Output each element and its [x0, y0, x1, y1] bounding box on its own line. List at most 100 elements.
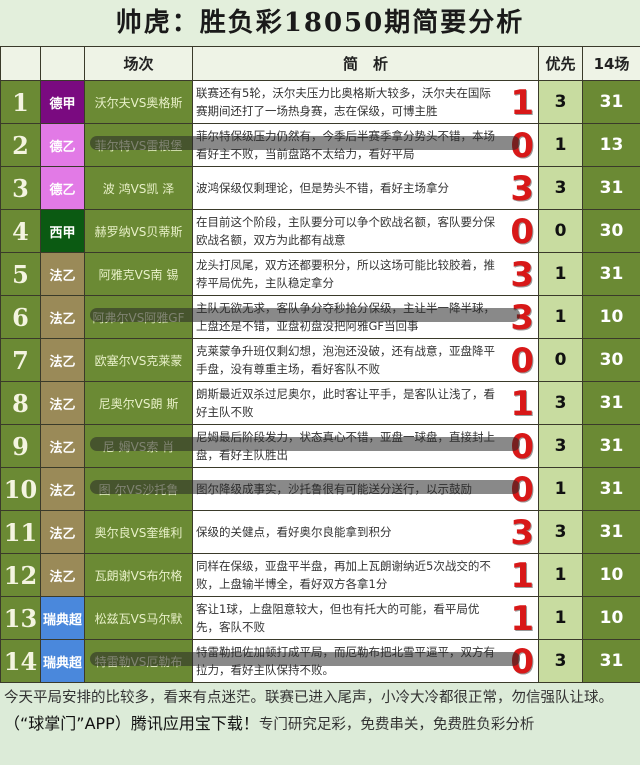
league-badge: 法乙: [40, 553, 85, 597]
match-number: 14: [0, 639, 41, 683]
pick-result: 1: [510, 556, 534, 596]
header-total: 14场: [582, 46, 640, 81]
analysis-cell: 克莱蒙争升班仅剩幻想，泡泡还没破，还有战意，亚盘降平手盘，没有尊重主场，看好客队…: [192, 338, 539, 382]
pick-result: 0: [510, 212, 534, 252]
analysis-text: 客让1球，上盘阻意较大，但也有托大的可能，看平局优先，客队不败: [196, 602, 480, 634]
match-name: 波 鸿VS凯 泽: [84, 166, 193, 210]
analysis-cell: 客让1球，上盘阻意较大，但也有托大的可能，看平局优先，客队不败 1: [192, 596, 539, 640]
priority-value: 1: [538, 553, 583, 597]
table-row: 6 法乙 阿弗尔VS阿雅GF 主队无欲无求，客队争分夺秒抢分保级，主让半一降半球…: [0, 295, 640, 339]
priority-value: 3: [538, 424, 583, 468]
pick-result: 1: [510, 384, 534, 424]
league-badge: 法乙: [40, 295, 85, 339]
match-name: 阿弗尔VS阿雅GF: [84, 295, 193, 339]
priority-value: 0: [538, 209, 583, 253]
analysis-text: 保级的关健点，看好奥尔良能拿到积分: [196, 525, 392, 539]
analysis-cell: 特雷勒把佐加顿打成平局，而厄勒布把北雪平逼平，双方有拉力，看好主队保持不败。 0: [192, 639, 539, 683]
count-value: 31: [582, 381, 640, 425]
priority-value: 3: [538, 381, 583, 425]
match-name: 菲尔特VS雷根堡: [84, 123, 193, 167]
league-badge: 法乙: [40, 252, 85, 296]
match-name: 图 尔VS沙托鲁: [84, 467, 193, 511]
priority-value: 0: [538, 338, 583, 382]
header-num: [0, 46, 41, 81]
match-name: 沃尔夫VS奥格斯: [84, 80, 193, 124]
analysis-cell: 主队无欲无求，客队争分夺秒抢分保级，主让半一降半球，上盘还是不错，亚盘初盘没把阿…: [192, 295, 539, 339]
table-row: 5 法乙 阿雅克VS南 锡 龙头打凤尾，双方还都要积分，所以这场可能比较胶着，推…: [0, 252, 640, 296]
pick-result: 3: [510, 255, 534, 295]
count-value: 10: [582, 295, 640, 339]
league-badge: 法乙: [40, 381, 85, 425]
match-number: 5: [0, 252, 41, 296]
table-row: 7 法乙 欧塞尔VS克莱蒙 克莱蒙争升班仅剩幻想，泡泡还没破，还有战意，亚盘降平…: [0, 338, 640, 382]
footer-text-3: 专门研究足彩，免费串关，免费胜负彩分析: [258, 717, 535, 733]
analysis-cell: 朗斯最近双杀过尼奥尔，此时客让平手，是客队让浅了，看好主队不败 1: [192, 381, 539, 425]
analysis-cell: 同样在保级，亚盘平半盘，再加上瓦朗谢纳近5次战交的不败，上盘输半博全，看好双方各…: [192, 553, 539, 597]
analysis-text: 克莱蒙争升班仅剩幻想，泡泡还没破，还有战意，亚盘降平手盘，没有尊重主场，看好客队…: [196, 344, 495, 376]
pick-result: 0: [510, 126, 534, 166]
analysis-text: 图尔降级成事实，沙托鲁很有可能送分送行，以示鼓励: [196, 482, 472, 496]
league-badge: 瑞典超: [40, 596, 85, 640]
league-badge: 德甲: [40, 80, 85, 124]
table-row: 1 德甲 沃尔夫VS奥格斯 联赛还有5轮，沃尔夫压力比奥格斯大较多，沃尔夫在国际…: [0, 80, 640, 124]
table-row: 14 瑞典超 特雷勒VS厄勒布 特雷勒把佐加顿打成平局，而厄勒布把北雪平逼平，双…: [0, 639, 640, 683]
league-badge: 法乙: [40, 424, 85, 468]
table-row: 11 法乙 奥尔良VS奎维利 保级的关健点，看好奥尔良能拿到积分 3 3 31: [0, 510, 640, 554]
header-match: 场次: [84, 46, 193, 81]
footer-text-1: 今天平局安排的比较多，看来有点迷茫。联赛已进入尾声，小冷大冷都很正常，勿信强队让…: [4, 690, 613, 706]
match-number: 3: [0, 166, 41, 210]
count-value: 31: [582, 639, 640, 683]
match-name: 欧塞尔VS克莱蒙: [84, 338, 193, 382]
match-name: 尼 姆VS索 肖: [84, 424, 193, 468]
count-value: 10: [582, 596, 640, 640]
analysis-text: 菲尔特保级压力仍然有，今季后半赛季拿分势头不错，本场看好主不败，当前盘路不太给力…: [196, 129, 495, 161]
footer-note: 今天平局安排的比较多，看来有点迷茫。联赛已进入尾声，小冷大冷都很正常，勿信强队让…: [0, 683, 640, 740]
priority-value: 1: [538, 295, 583, 339]
match-number: 1: [0, 80, 41, 124]
league-badge: 西甲: [40, 209, 85, 253]
analysis-text: 波鸿保级仅剩理论，但是势头不错，看好主场拿分: [196, 181, 449, 195]
table-row: 3 德乙 波 鸿VS凯 泽 波鸿保级仅剩理论，但是势头不错，看好主场拿分 3 3 …: [0, 166, 640, 210]
analysis-text: 同样在保级，亚盘平半盘，再加上瓦朗谢纳近5次战交的不败，上盘输半博全，看好双方各…: [196, 559, 491, 591]
match-name: 特雷勒VS厄勒布: [84, 639, 193, 683]
analysis-text: 朗斯最近双杀过尼奥尔，此时客让平手，是客队让浅了，看好主队不败: [196, 387, 495, 419]
page-title: 帅虎：胜负彩18050期简要分析: [0, 0, 640, 46]
priority-value: 1: [538, 596, 583, 640]
count-value: 31: [582, 467, 640, 511]
league-badge: 法乙: [40, 467, 85, 511]
pick-result: 0: [510, 341, 534, 381]
table-header: 场次 简 析 优先 14场: [0, 46, 640, 81]
priority-value: 1: [538, 467, 583, 511]
analysis-text: 特雷勒把佐加顿打成平局，而厄勒布把北雪平逼平，双方有拉力，看好主队保持不败。: [196, 645, 495, 677]
match-number: 9: [0, 424, 41, 468]
match-name: 阿雅克VS南 锡: [84, 252, 193, 296]
count-value: 31: [582, 252, 640, 296]
pick-result: 3: [510, 298, 534, 338]
count-value: 10: [582, 553, 640, 597]
pick-result: 1: [510, 83, 534, 123]
league-badge: 德乙: [40, 123, 85, 167]
pick-result: 0: [510, 427, 534, 467]
priority-value: 3: [538, 510, 583, 554]
table-row: 13 瑞典超 松兹瓦VS马尔默 客让1球，上盘阻意较大，但也有托大的可能，看平局…: [0, 596, 640, 640]
match-name: 奥尔良VS奎维利: [84, 510, 193, 554]
match-number: 2: [0, 123, 41, 167]
analysis-text: 主队无欲无求，客队争分夺秒抢分保级，主让半一降半球，上盘还是不错，亚盘初盘没把阿…: [196, 301, 495, 333]
league-badge: 德乙: [40, 166, 85, 210]
match-number: 13: [0, 596, 41, 640]
analysis-cell: 图尔降级成事实，沙托鲁很有可能送分送行，以示鼓励 0: [192, 467, 539, 511]
match-number: 8: [0, 381, 41, 425]
analysis-text: 尼姆最后阶段发力，状态真心不错，亚盘一球盘，直接封上盘，看好主队胜出: [196, 430, 495, 462]
match-number: 7: [0, 338, 41, 382]
count-value: 31: [582, 80, 640, 124]
table-row: 8 法乙 尼奥尔VS朗 斯 朗斯最近双杀过尼奥尔，此时客让平手，是客队让浅了，看…: [0, 381, 640, 425]
pick-result: 1: [510, 599, 534, 639]
table-row: 4 西甲 赫罗纳VS贝蒂斯 在目前这个阶段，主队要分可以争个欧战名额，客队要分保…: [0, 209, 640, 253]
count-value: 30: [582, 338, 640, 382]
analysis-cell: 联赛还有5轮，沃尔夫压力比奥格斯大较多，沃尔夫在国际赛期间还打了一场热身赛，志在…: [192, 80, 539, 124]
league-badge: 法乙: [40, 338, 85, 382]
match-number: 4: [0, 209, 41, 253]
analysis-cell: 保级的关健点，看好奥尔良能拿到积分 3: [192, 510, 539, 554]
analysis-table: 场次 简 析 优先 14场 1 德甲 沃尔夫VS奥格斯 联赛还有5轮，沃尔夫压力…: [0, 46, 640, 683]
match-number: 6: [0, 295, 41, 339]
